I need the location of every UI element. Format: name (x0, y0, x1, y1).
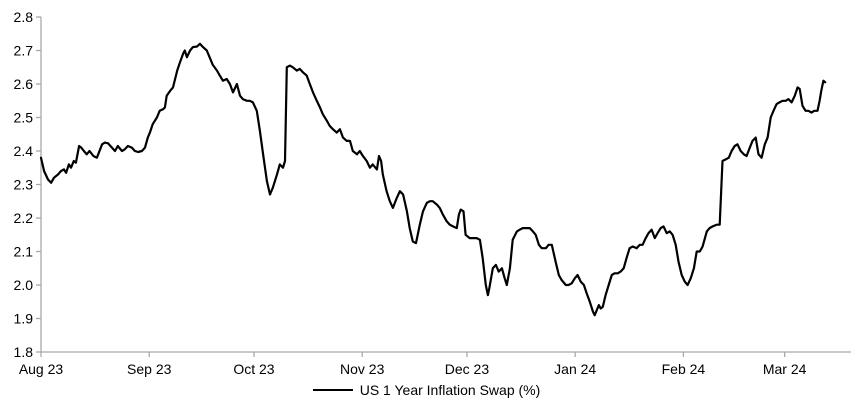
x-tick-label: Feb 24 (662, 361, 706, 377)
y-tick-label: 2.1 (14, 244, 34, 260)
x-tick-label: Aug 23 (19, 361, 64, 377)
y-tick-label: 2.8 (14, 9, 34, 25)
y-tick-label: 2.3 (14, 177, 34, 193)
x-tick-label: Jan 24 (554, 361, 596, 377)
x-tick-label: Nov 23 (340, 361, 385, 377)
y-tick-label: 1.8 (14, 344, 34, 360)
y-tick-label: 2.7 (14, 43, 34, 59)
series-line (39, 42, 827, 317)
legend-label: US 1 Year Inflation Swap (%) (359, 382, 541, 398)
x-tick-label: Oct 23 (233, 361, 274, 377)
legend-line-swatch (312, 389, 353, 391)
legend: US 1 Year Inflation Swap (%) (0, 382, 853, 398)
y-tick-label: 1.9 (14, 311, 34, 327)
y-tick-label: 2.4 (14, 143, 34, 159)
y-tick-label: 2.6 (14, 76, 34, 92)
x-tick-label: Sep 23 (127, 361, 172, 377)
x-tick-label: Dec 23 (445, 361, 490, 377)
x-tick-label: Mar 24 (763, 361, 807, 377)
y-tick-label: 2.0 (14, 277, 34, 293)
y-tick-label: 2.2 (14, 210, 34, 226)
y-tick-label: 2.5 (14, 110, 34, 126)
